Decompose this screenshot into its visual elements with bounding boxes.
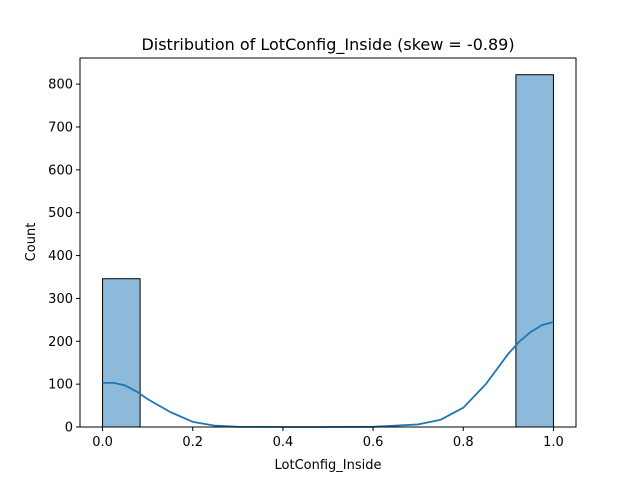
y-tick-label-7: 700 <box>48 121 73 136</box>
histogram-bar-0 <box>102 278 141 428</box>
histogram-bar-1 <box>515 74 554 428</box>
x-tick-label-3: 0.6 <box>363 435 384 450</box>
y-tick-label-0: 0 <box>65 421 73 436</box>
kde-line <box>102 321 554 428</box>
x-tick-label-2: 0.4 <box>273 435 294 450</box>
y-tick-label-1: 100 <box>48 378 73 393</box>
chart-title: Distribution of LotConfig_Inside (skew =… <box>141 35 514 55</box>
x-tick-label-1: 0.2 <box>182 435 203 450</box>
y-tick-label-6: 600 <box>48 163 73 178</box>
axes-frame <box>79 57 577 428</box>
x-axis-label: LotConfig_Inside <box>275 458 382 473</box>
y-tick-label-3: 300 <box>48 292 73 307</box>
y-tick-label-8: 800 <box>48 78 73 93</box>
y-tick-label-2: 200 <box>48 335 73 350</box>
plot-area: 0.0 0.2 0.4 0.6 0.8 1.0 0 100 200 300 400 500 600 700… <box>48 57 577 450</box>
x-tick-label-0: 0.0 <box>92 435 113 450</box>
y-axis-label: Count <box>24 223 39 262</box>
x-tick-label-5: 1.0 <box>543 435 564 450</box>
y-tick-label-5: 500 <box>48 206 73 221</box>
x-tick-label-4: 0.8 <box>453 435 474 450</box>
y-tick-label-4: 400 <box>48 249 73 264</box>
